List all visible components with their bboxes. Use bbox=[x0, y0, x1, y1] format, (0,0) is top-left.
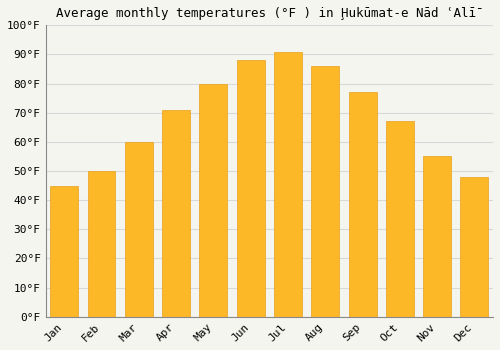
Bar bbox=[125, 142, 153, 317]
Bar bbox=[50, 186, 78, 317]
Bar bbox=[88, 171, 116, 317]
Bar bbox=[162, 110, 190, 317]
Bar bbox=[348, 92, 376, 317]
Bar bbox=[312, 66, 339, 317]
Bar bbox=[386, 121, 414, 317]
Bar bbox=[274, 51, 302, 317]
Bar bbox=[460, 177, 488, 317]
Bar bbox=[236, 60, 264, 317]
Title: Average monthly temperatures (°F ) in Ḩukūmat-e Nād ʿAlī̄: Average monthly temperatures (°F ) in Ḩu… bbox=[56, 7, 483, 20]
Bar bbox=[200, 84, 228, 317]
Bar bbox=[423, 156, 451, 317]
